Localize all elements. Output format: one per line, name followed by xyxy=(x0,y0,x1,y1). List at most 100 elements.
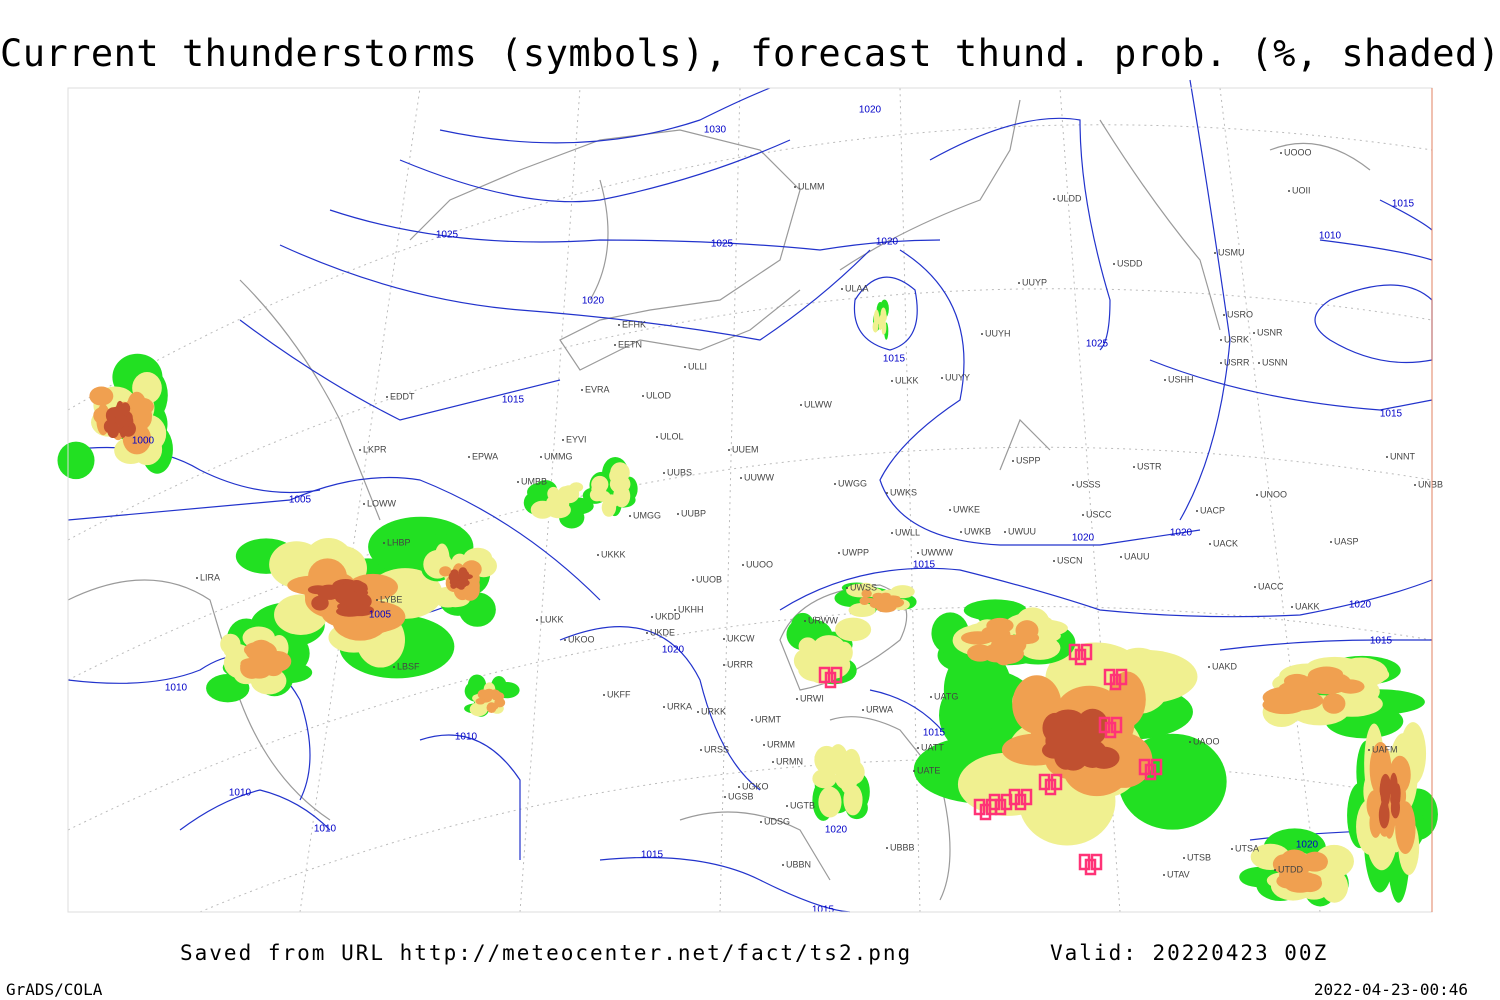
shading-blob xyxy=(848,603,876,618)
storm-symbol xyxy=(1098,716,1111,734)
station-label: UKHH xyxy=(678,604,704,614)
station-label: URSS xyxy=(704,744,729,754)
shading-blob xyxy=(1277,692,1321,708)
station-dot xyxy=(1220,339,1222,341)
shading-blob xyxy=(812,768,837,789)
station-dot xyxy=(562,439,564,441)
station-dot xyxy=(1183,857,1185,859)
station-label: ULAA xyxy=(845,283,869,293)
storm-symbol xyxy=(1084,858,1097,876)
station-dot xyxy=(1274,869,1276,871)
station-label: UWLL xyxy=(895,527,920,537)
station-label: UMMG xyxy=(544,451,573,461)
station-dot xyxy=(1018,282,1020,284)
station-label: EVRA xyxy=(585,384,610,394)
station-dot xyxy=(1053,198,1055,200)
station-dot xyxy=(1209,543,1211,545)
station-dot xyxy=(1223,314,1225,316)
storm-symbol xyxy=(985,798,998,816)
station-label: UAUU xyxy=(1124,551,1150,561)
station-dot xyxy=(536,619,538,621)
station-dot xyxy=(196,577,198,579)
shading-blob xyxy=(89,386,114,406)
station-label: UACC xyxy=(1258,581,1284,591)
storm-symbol xyxy=(1068,643,1081,661)
station-dot xyxy=(846,587,848,589)
isobar-label: 1025 xyxy=(711,239,734,250)
station-label: ULKK xyxy=(895,375,919,385)
shading-blob xyxy=(1336,679,1365,694)
isobar-label: 1005 xyxy=(289,495,312,506)
storm-symbol xyxy=(979,803,992,821)
station-dot xyxy=(794,186,796,188)
timestamp: 2022-04-23-00:46 xyxy=(1314,980,1468,999)
storm-symbol xyxy=(1008,788,1021,806)
station-label: EFHK xyxy=(622,319,646,329)
shading-blob xyxy=(1046,726,1072,757)
station-label: URMN xyxy=(776,756,803,766)
shading-blob xyxy=(881,312,887,322)
station-label: URMT xyxy=(755,714,781,724)
station-label: ULLI xyxy=(688,361,707,371)
station-label: LKPR xyxy=(363,444,387,454)
shading-blob xyxy=(457,584,465,590)
shading-blob xyxy=(875,602,897,613)
storm-symbol xyxy=(1109,673,1122,691)
isobar-label: 1015 xyxy=(1392,199,1415,210)
station-dot xyxy=(834,483,836,485)
station-dot xyxy=(1163,874,1165,876)
station-label: UWKB xyxy=(964,526,991,536)
shading-blob xyxy=(1077,739,1108,768)
storm-symbol xyxy=(1138,758,1151,776)
shading-blob xyxy=(1322,693,1346,714)
station-dot xyxy=(738,786,740,788)
station-dot xyxy=(1220,362,1222,364)
station-dot xyxy=(930,696,932,698)
station-dot xyxy=(1082,514,1084,516)
station-dot xyxy=(886,492,888,494)
isobar-label: 1010 xyxy=(165,683,188,694)
isobar-label: 1015 xyxy=(1380,409,1403,420)
shading-blob xyxy=(1381,780,1389,801)
station-dot xyxy=(618,324,620,326)
station-dot xyxy=(1133,466,1135,468)
station-label: UATE xyxy=(917,765,940,775)
shading-blob xyxy=(872,321,879,333)
shading-blob xyxy=(828,744,848,775)
station-dot xyxy=(1258,362,1260,364)
station-label: UNBB xyxy=(1418,479,1443,489)
station-label: UAKK xyxy=(1295,601,1320,611)
station-dot xyxy=(804,620,806,622)
station-label: UTSA xyxy=(1235,843,1259,853)
station-dot xyxy=(841,288,843,290)
station-dot xyxy=(1164,379,1166,381)
station-dot xyxy=(949,509,951,511)
station-label: UDSG xyxy=(764,816,790,826)
station-dot xyxy=(393,666,395,668)
station-label: UUWW xyxy=(744,472,774,482)
station-label: USDD xyxy=(1117,258,1143,268)
shading-blob xyxy=(114,414,128,426)
storm-symbols xyxy=(818,643,1163,876)
station-dot xyxy=(376,599,378,601)
storm-symbol xyxy=(1144,763,1157,781)
isobar-label: 1020 xyxy=(876,237,899,248)
storm-symbol xyxy=(1020,788,1033,806)
station-label: URRR xyxy=(727,659,753,669)
title: Current thunderstorms (symbols), forecas… xyxy=(0,32,1500,75)
station-label: UUOB xyxy=(696,574,722,584)
station-dot xyxy=(1012,460,1014,462)
station-label: USNR xyxy=(1257,327,1283,337)
isobar-label: 1015 xyxy=(641,850,664,861)
shading-blob xyxy=(1278,680,1317,696)
shading-blob xyxy=(439,566,452,577)
storm-symbol xyxy=(1110,716,1123,734)
shading-blob xyxy=(861,589,872,598)
shading-blob xyxy=(864,597,876,604)
station-dot xyxy=(981,333,983,335)
station-dot xyxy=(692,579,694,581)
station-dot xyxy=(723,638,725,640)
shading-blob xyxy=(874,313,879,323)
station-label: USRK xyxy=(1224,334,1249,344)
shading-blob xyxy=(484,690,495,697)
